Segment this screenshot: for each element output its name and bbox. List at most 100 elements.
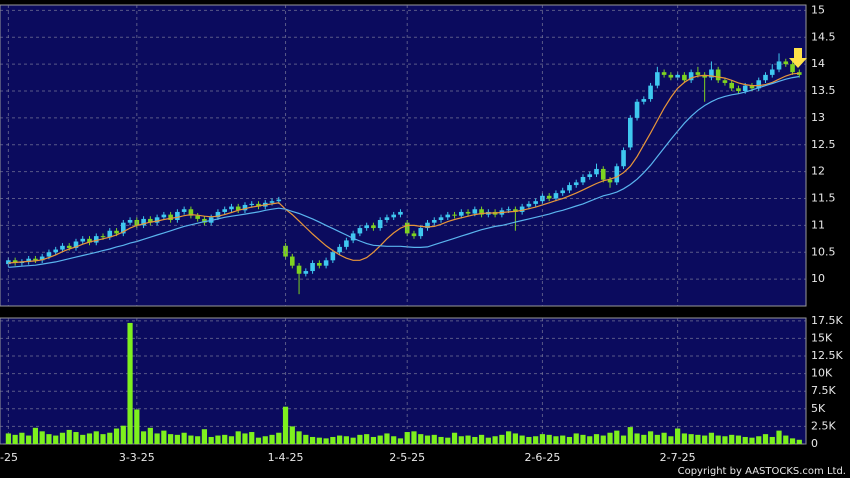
volume-bar [465, 435, 471, 444]
volume-bar [620, 435, 627, 444]
candle-body [729, 82, 734, 89]
volume-bar [80, 434, 86, 444]
volume-bar [756, 436, 762, 444]
volume-bar [749, 437, 755, 444]
volume-bar [316, 437, 322, 444]
candle-body [229, 206, 234, 210]
volume-bar [566, 436, 573, 444]
volume-bar [228, 436, 235, 444]
y-tick-label: 14.5 [811, 30, 836, 43]
volume-bar [86, 433, 93, 444]
candle-body [506, 209, 511, 211]
candle-body [431, 220, 437, 223]
volume-bar [350, 437, 356, 444]
candle-body [546, 195, 552, 199]
candle-body [479, 209, 484, 215]
volume-bar [776, 430, 782, 444]
candle-body [256, 203, 261, 207]
candle-body [702, 74, 707, 78]
candle-body [655, 72, 660, 86]
volume-bar [668, 436, 674, 444]
volume-bar [242, 433, 248, 444]
volume-bar [445, 437, 451, 444]
candle-body [148, 218, 153, 223]
candle-body [445, 214, 451, 218]
candle-body [26, 258, 31, 262]
volume-bar [688, 434, 694, 444]
candle-body [776, 61, 782, 70]
volume-bar [762, 434, 769, 444]
volume-bar [675, 428, 681, 444]
candle-body [783, 61, 789, 65]
x-tick-label: 2-5-25 [389, 451, 425, 464]
y-tick-label: 12.5K [811, 349, 843, 362]
candle-body [459, 211, 464, 216]
volume-bar [66, 429, 72, 444]
volume-bar [506, 431, 512, 444]
volume-bar [654, 434, 660, 444]
volume-bar [573, 433, 579, 444]
volume-bar [161, 430, 167, 444]
candle-body [391, 214, 396, 218]
candle-body [317, 263, 322, 266]
candle-body [168, 214, 173, 220]
volume-bar [107, 432, 113, 444]
volume-bar [512, 433, 518, 444]
candle-body [344, 240, 349, 247]
volume-bar [404, 432, 410, 444]
copyright: Copyright by AASTOCKS.com Ltd. [678, 466, 846, 477]
candle-body [33, 258, 38, 261]
volume-bar [269, 434, 275, 444]
volume-bar [634, 433, 640, 444]
candle-body [769, 69, 775, 75]
volume-bar [73, 432, 79, 444]
volume-bar [59, 432, 66, 444]
candle-body [695, 72, 701, 75]
candle-body [722, 80, 728, 83]
y-tick-label: 10 [811, 272, 825, 285]
y-tick-label: 14 [811, 57, 825, 70]
price-panel [0, 4, 807, 307]
candle-body [418, 228, 424, 237]
candle-body [675, 74, 680, 78]
y-tick-label: 13 [811, 111, 825, 124]
candle-body [580, 177, 586, 183]
volume-bar [93, 431, 99, 444]
volume-bar [330, 436, 336, 444]
volume-bar [729, 434, 735, 444]
volume-bar [309, 436, 316, 444]
candle-body [661, 72, 667, 75]
volume-bar [424, 435, 431, 444]
candle-body [269, 201, 275, 203]
candle-body [249, 203, 255, 205]
candle-body [310, 263, 315, 272]
volume-bar [614, 430, 620, 444]
volume-bar [607, 432, 613, 444]
volume-bar [769, 436, 775, 444]
candle-body [364, 225, 369, 229]
volume-bar [533, 436, 539, 444]
y-tick-label: 0 [811, 437, 818, 450]
candle-body [519, 206, 525, 212]
x-tick-label: 3-3-25 [119, 451, 155, 464]
candle-body [438, 217, 444, 220]
volume-bar [519, 435, 525, 444]
candle-body [235, 206, 241, 211]
volume-bar [296, 431, 302, 444]
candle-body [107, 230, 113, 238]
candle-body [688, 72, 694, 81]
volume-panel [0, 317, 807, 445]
volume-bar [593, 434, 600, 444]
candle-body [790, 64, 795, 73]
candle-body [350, 233, 356, 241]
candle-body [533, 201, 538, 204]
candle-body [66, 245, 72, 248]
candle-body [303, 271, 309, 274]
volume-bar [647, 431, 654, 444]
candle-body [73, 241, 79, 248]
candle-body [628, 117, 633, 148]
candle-body [621, 150, 626, 167]
x-tick-label: 2-6-25 [524, 451, 560, 464]
candle-body [60, 245, 65, 250]
candle-body [188, 209, 194, 216]
